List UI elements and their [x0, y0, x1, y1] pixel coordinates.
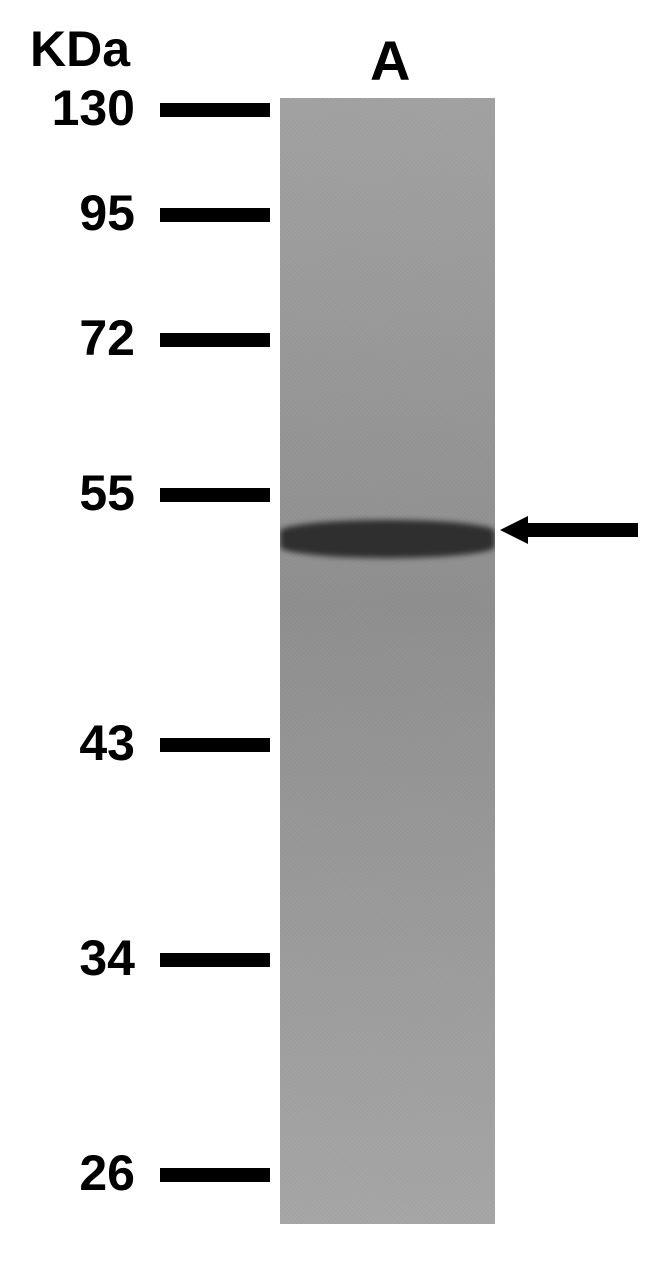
band-arrow	[500, 516, 638, 544]
ladder-tick-72	[160, 333, 270, 347]
ladder-label-95: 95	[79, 184, 135, 242]
blot-figure: KDa 130 95 72 55 43 34 26 A	[0, 0, 650, 1281]
ladder-tick-34	[160, 953, 270, 967]
ladder-tick-95	[160, 208, 270, 222]
ladder-tick-26	[160, 1168, 270, 1182]
ladder-label-55: 55	[79, 464, 135, 522]
arrow-shaft	[528, 523, 638, 537]
ladder-tick-130	[160, 103, 270, 117]
ladder-label-26: 26	[79, 1144, 135, 1202]
ladder-label-34: 34	[79, 929, 135, 987]
ladder-tick-43	[160, 738, 270, 752]
lane-label-A: A	[370, 28, 410, 93]
ladder-label-72: 72	[79, 309, 135, 367]
ladder-label-43: 43	[79, 714, 135, 772]
band-A-0	[280, 520, 495, 558]
unit-label: KDa	[30, 20, 130, 78]
ladder-tick-55	[160, 488, 270, 502]
ladder-label-130: 130	[52, 79, 135, 137]
arrow-head-icon	[500, 516, 528, 544]
lane-A	[280, 98, 495, 1224]
